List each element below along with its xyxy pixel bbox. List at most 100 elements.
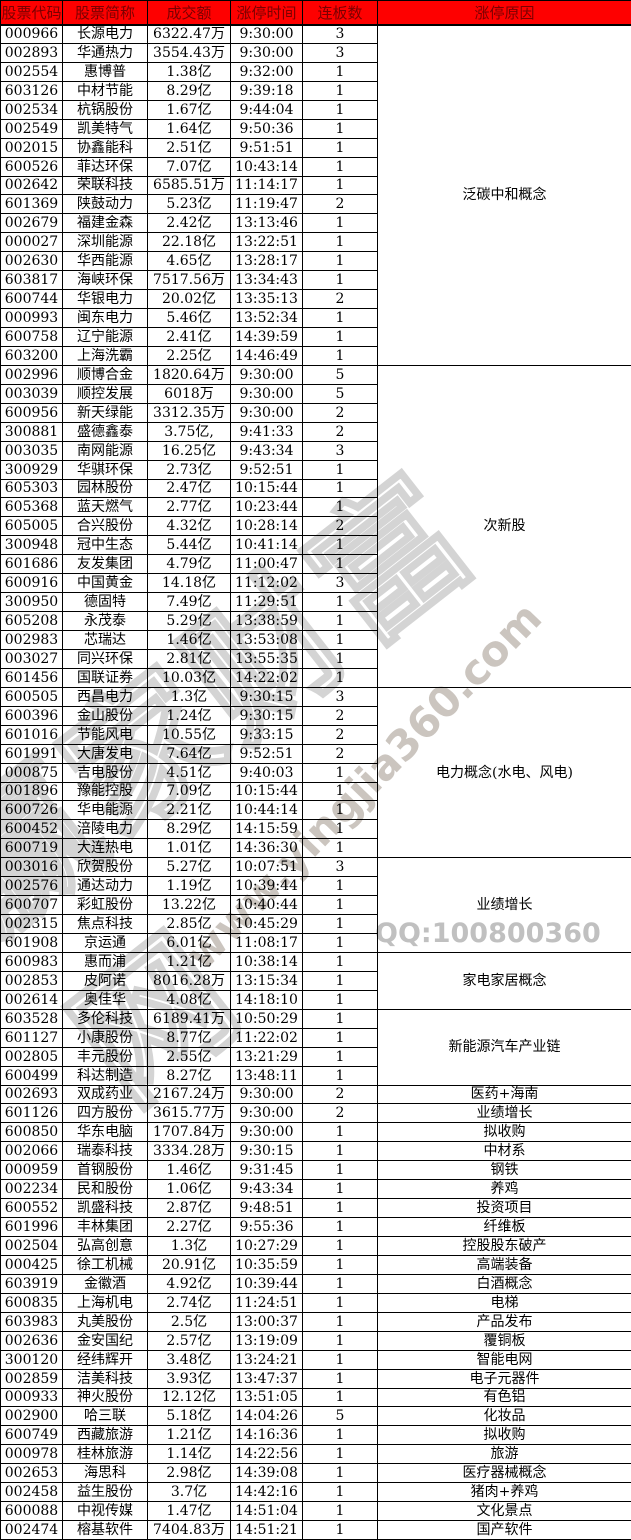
col-header-board-count: 连板数 bbox=[302, 0, 378, 26]
table-row: 002630 华西能源 4.65亿 13:28:17 1 bbox=[0, 251, 631, 272]
table-row: 605303 园林股份 2.47亿 10:15:44 1 bbox=[0, 478, 631, 499]
reason-cell: 拟收购 bbox=[377, 1122, 631, 1143]
turnover-cell: 4.32亿 bbox=[147, 516, 231, 537]
limit-up-time-cell: 10:41:14 bbox=[230, 535, 303, 556]
turnover-cell: 1.67亿 bbox=[147, 99, 231, 120]
turnover-cell: 5.46亿 bbox=[147, 308, 231, 328]
stock-name-cell: 金安国纪 bbox=[62, 1330, 148, 1351]
table-row: 600749 西藏旅游 1.21亿 14:16:36 1 拟收购 bbox=[0, 1425, 631, 1446]
limit-up-time-cell: 9:32:00 bbox=[230, 61, 303, 82]
stock-name-cell: 焦点科技 bbox=[62, 914, 148, 934]
stock-code-cell: 002853 bbox=[0, 970, 63, 991]
stock-code-cell: 600552 bbox=[0, 1198, 63, 1219]
stock-code-cell: 002859 bbox=[0, 1368, 63, 1389]
stock-code-cell: 000933 bbox=[0, 1387, 63, 1408]
stock-name-cell: 节能风电 bbox=[62, 724, 148, 745]
turnover-cell: 2.41亿 bbox=[147, 327, 231, 347]
turnover-cell: 1.24亿 bbox=[147, 705, 231, 726]
limit-up-time-cell: 9:50:36 bbox=[230, 118, 303, 139]
limit-up-time-cell: 13:51:05 bbox=[230, 1387, 303, 1408]
stock-code-cell: 300929 bbox=[0, 459, 63, 480]
board-count-cell: 1 bbox=[302, 1179, 378, 1200]
limit-up-time-cell: 11:29:51 bbox=[230, 592, 303, 613]
table-row: 002859 洁美科技 3.93亿 13:47:37 1 电子元器件 bbox=[0, 1368, 631, 1389]
turnover-cell: 2.51亿 bbox=[147, 137, 231, 158]
table-row: 002693 双成药业 2167.24万 9:30:00 2 医药+海南 bbox=[0, 1084, 631, 1105]
turnover-cell: 2167.24万 bbox=[147, 1084, 231, 1105]
turnover-cell: 12.12亿 bbox=[147, 1387, 231, 1408]
limit-up-time-cell: 9:55:36 bbox=[230, 1217, 303, 1237]
table-row: 603817 海峡环保 7517.56万 13:34:43 1 bbox=[0, 270, 631, 291]
board-count-cell: 1 bbox=[302, 1254, 378, 1275]
turnover-cell: 2.47亿 bbox=[147, 478, 231, 499]
limit-up-time-cell: 13:35:13 bbox=[230, 289, 303, 310]
stock-code-cell: 601908 bbox=[0, 933, 63, 953]
reason-cell: 控股股东破产 bbox=[377, 1236, 631, 1256]
stock-code-cell: 600726 bbox=[0, 800, 63, 821]
board-count-cell: 1 bbox=[302, 118, 378, 139]
stock-code-cell: 600749 bbox=[0, 1425, 63, 1446]
turnover-cell: 2.25亿 bbox=[147, 345, 231, 366]
stock-name-cell: 科达制造 bbox=[62, 1065, 148, 1086]
board-count-cell: 2 bbox=[302, 1084, 378, 1105]
table-row: 601686 友发集团 4.79亿 11:00:47 1 bbox=[0, 554, 631, 575]
board-count-cell: 1 bbox=[302, 1311, 378, 1332]
limit-up-time-cell: 14:39:59 bbox=[230, 327, 303, 347]
stock-code-cell: 002066 bbox=[0, 1141, 63, 1162]
board-count-cell: 1 bbox=[302, 232, 378, 253]
turnover-cell: 2.77亿 bbox=[147, 497, 231, 518]
stock-code-cell: 601686 bbox=[0, 554, 63, 575]
board-count-cell: 5 bbox=[302, 383, 378, 404]
table-row: 002983 芯瑞达 1.46亿 13:53:08 1 bbox=[0, 630, 631, 650]
limit-up-time-cell: 9:40:03 bbox=[230, 762, 303, 783]
table-row: 600719 大连热电 1.01亿 14:36:30 1 bbox=[0, 838, 631, 859]
limit-up-time-cell: 10:45:29 bbox=[230, 914, 303, 934]
limit-up-time-cell: 9:30:15 bbox=[230, 705, 303, 726]
reason-cell: 家电家居概念 bbox=[377, 951, 631, 1010]
turnover-cell: 1.3亿 bbox=[147, 1236, 231, 1256]
stock-name-cell: 凯盛科技 bbox=[62, 1198, 148, 1219]
limit-up-time-cell: 14:16:36 bbox=[230, 1425, 303, 1446]
table-row: 600835 上海机电 2.74亿 11:24:51 1 电梯 bbox=[0, 1292, 631, 1313]
board-count-cell: 1 bbox=[302, 970, 378, 991]
reason-cell: 覆铜板 bbox=[377, 1330, 631, 1351]
limit-up-time-cell: 9:30:00 bbox=[230, 1084, 303, 1105]
limit-up-time-cell: 9:30:00 bbox=[230, 364, 303, 385]
stock-code-cell: 002653 bbox=[0, 1463, 63, 1484]
table-row: 002900 哈三联 5.18亿 14:04:26 5 化妆品 bbox=[0, 1406, 631, 1427]
table-row: 601456 国联证券 10.03亿 14:22:02 1 bbox=[0, 667, 631, 688]
limit-up-time-cell: 9:31:45 bbox=[230, 1160, 303, 1181]
stock-code-cell: 603126 bbox=[0, 80, 63, 101]
stock-name-cell: 小康股份 bbox=[62, 1027, 148, 1048]
stock-code-cell: 002996 bbox=[0, 364, 63, 385]
stock-code-cell: 300881 bbox=[0, 421, 63, 442]
board-count-cell: 1 bbox=[302, 99, 378, 120]
board-count-cell: 1 bbox=[302, 1160, 378, 1181]
table-row: 002996 顺博合金 1820.64万 9:30:00 5 次新股 bbox=[0, 364, 631, 688]
turnover-cell: 4.08亿 bbox=[147, 989, 231, 1010]
board-count-cell: 1 bbox=[302, 1368, 378, 1389]
stock-code-cell: 002630 bbox=[0, 251, 63, 272]
board-count-cell: 1 bbox=[302, 156, 378, 177]
stock-code-cell: 000966 bbox=[0, 24, 63, 44]
stock-code-cell: 000027 bbox=[0, 232, 63, 253]
board-count-cell: 1 bbox=[302, 876, 378, 897]
limit-up-time-cell: 11:08:17 bbox=[230, 933, 303, 953]
board-count-cell: 1 bbox=[302, 1463, 378, 1484]
stock-code-cell: 002549 bbox=[0, 118, 63, 139]
turnover-cell: 6018万 bbox=[147, 383, 231, 404]
stock-code-cell: 601456 bbox=[0, 667, 63, 688]
board-count-cell: 1 bbox=[302, 800, 378, 821]
board-count-cell: 1 bbox=[302, 1141, 378, 1162]
turnover-cell: 1.3亿 bbox=[147, 686, 231, 707]
stock-code-cell: 002458 bbox=[0, 1482, 63, 1503]
board-count-cell: 1 bbox=[302, 1292, 378, 1313]
board-count-cell: 1 bbox=[302, 592, 378, 613]
turnover-cell: 7.07亿 bbox=[147, 156, 231, 177]
stock-name-cell: 瑞泰科技 bbox=[62, 1141, 148, 1162]
turnover-cell: 6189.41万 bbox=[147, 1008, 231, 1029]
stock-code-cell: 003016 bbox=[0, 857, 63, 878]
stock-code-cell: 601369 bbox=[0, 194, 63, 215]
table-row: 002549 凯美特气 1.64亿 9:50:36 1 bbox=[0, 118, 631, 139]
turnover-cell: 6322.47万 bbox=[147, 24, 231, 44]
